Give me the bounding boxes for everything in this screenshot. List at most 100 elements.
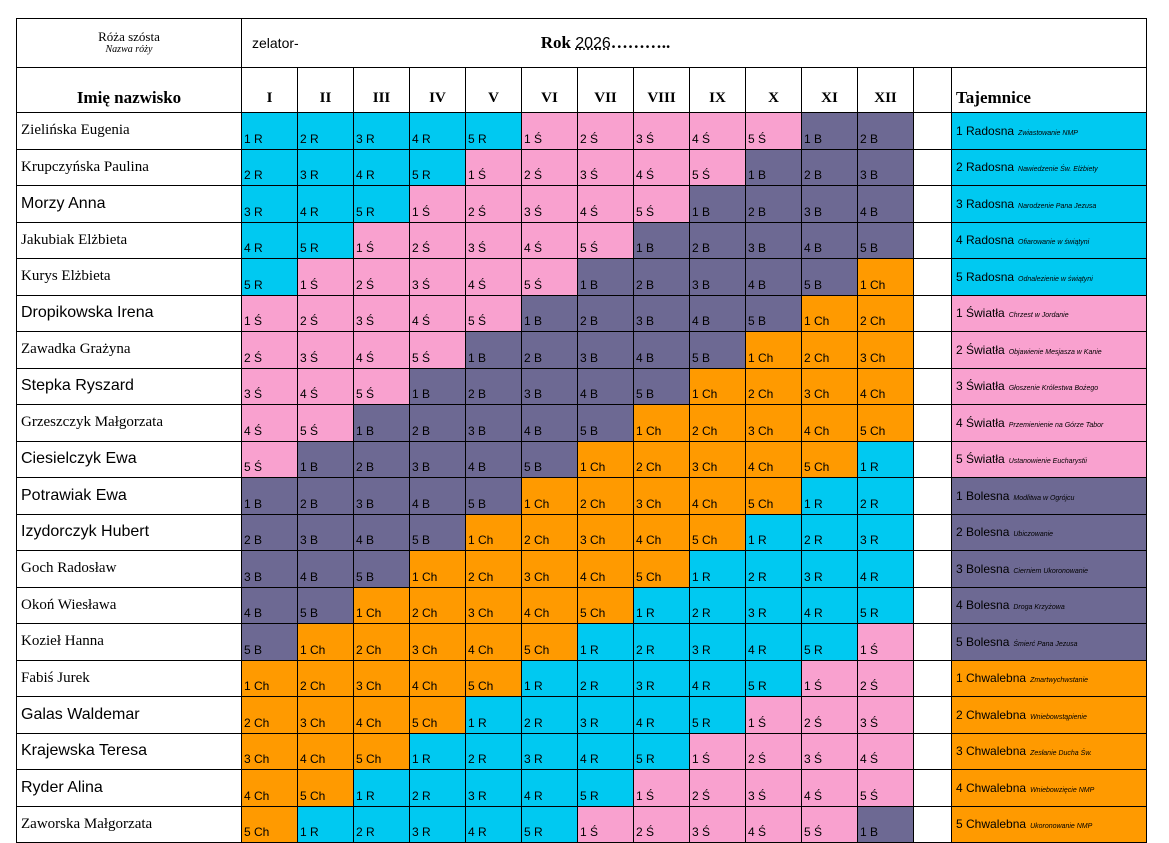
mystery-assignment-cell: 3 Ś	[521, 185, 578, 223]
mystery-assignment-cell: 4 R	[465, 805, 522, 843]
mystery-assignment-cell: 4 B	[465, 440, 522, 478]
mystery-assignment-cell: 1 Ch	[297, 623, 354, 661]
mystery-assignment-cell: 3 Ch	[409, 623, 466, 661]
mystery-assignment-cell: 2 Ch	[241, 696, 298, 734]
mystery-assignment-cell: 1 Ś	[521, 112, 578, 150]
mystery-legend-item: 1 Radosna Zwiastowanie NMP	[951, 112, 1147, 150]
mystery-assignment-cell: 3 Ch	[633, 477, 690, 515]
mystery-assignment-cell: 3 Ś	[801, 732, 858, 770]
mystery-assignment-cell: 4 B	[801, 221, 858, 259]
member-name: Krajewska Teresa	[16, 732, 242, 770]
mystery-assignment-cell: 1 Ch	[353, 586, 410, 624]
mystery-group-label: 3 Światła	[956, 379, 1005, 394]
mystery-assignment-cell: 4 Ś	[465, 258, 522, 296]
month-header-8: VIII	[633, 67, 690, 113]
mystery-detail-label: Modlitwa w Ogrójcu	[1013, 494, 1075, 502]
mystery-detail-label: Objawienie Mesjasza w Kanie	[1008, 348, 1102, 356]
mystery-assignment-cell: 3 Ch	[577, 513, 634, 551]
mystery-assignment-cell: 4 B	[353, 513, 410, 551]
mystery-assignment-cell: 4 B	[297, 550, 354, 588]
mystery-group-label: 1 Światła	[956, 306, 1005, 321]
mystery-assignment-cell: 1 Ch	[241, 659, 298, 697]
month-header-7: VII	[577, 67, 634, 113]
mystery-legend-item: 3 Radosna Narodzenie Pana Jezusa	[951, 185, 1147, 223]
mystery-assignment-cell: 1 Ś	[241, 294, 298, 332]
mystery-legend-item: 1 Chwalebna Zmartwychwstanie	[951, 659, 1147, 697]
mystery-group-label: 1 Bolesna	[956, 488, 1010, 503]
mystery-assignment-cell: 4 Ch	[857, 367, 914, 405]
year-dots: ………..	[610, 33, 671, 52]
mystery-assignment-cell: 1 R	[521, 659, 578, 697]
mystery-assignment-cell: 3 R	[577, 696, 634, 734]
mystery-assignment-cell: 4 Ś	[241, 404, 298, 442]
mystery-assignment-cell: 3 Ś	[241, 367, 298, 405]
mystery-assignment-cell: 5 B	[577, 404, 634, 442]
mystery-assignment-cell: 5 Ch	[745, 477, 802, 515]
mystery-assignment-cell: 1 Ś	[801, 659, 858, 697]
spacer-cell	[913, 112, 952, 150]
mystery-assignment-cell: 4 B	[409, 477, 466, 515]
mystery-assignment-cell: 1 R	[857, 440, 914, 478]
mystery-assignment-cell: 4 R	[745, 623, 802, 661]
mystery-assignment-cell: 3 R	[689, 623, 746, 661]
mystery-assignment-cell: 1 Ś	[633, 769, 690, 807]
mystery-assignment-cell: 1 Ś	[745, 696, 802, 734]
mystery-assignment-cell: 2 Ś	[689, 769, 746, 807]
mystery-assignment-cell: 5 R	[353, 185, 410, 223]
mystery-assignment-cell: 3 R	[409, 805, 466, 843]
spacer-cell	[913, 513, 952, 551]
mystery-assignment-cell: 1 Ch	[745, 331, 802, 369]
mystery-assignment-cell: 3 B	[241, 550, 298, 588]
mystery-legend-item: 3 Bolesna Cierniem Ukoronowanie	[951, 550, 1147, 588]
spacer-cell	[913, 805, 952, 843]
mystery-assignment-cell: 1 Ch	[689, 367, 746, 405]
mystery-assignment-cell: 1 B	[353, 404, 410, 442]
mystery-assignment-cell: 3 Ś	[409, 258, 466, 296]
mystery-detail-label: Droga Krzyżowa	[1013, 604, 1065, 612]
member-name: Goch Radosław	[16, 550, 242, 588]
mystery-assignment-cell: 2 Ch	[353, 623, 410, 661]
mystery-assignment-cell: 2 R	[409, 769, 466, 807]
mystery-assignment-cell: 1 Ś	[297, 258, 354, 296]
mystery-assignment-cell: 2 R	[577, 659, 634, 697]
mystery-assignment-cell: 4 Ch	[745, 440, 802, 478]
mystery-assignment-cell: 1 B	[857, 805, 914, 843]
mystery-assignment-cell: 5 Ch	[297, 769, 354, 807]
mystery-assignment-cell: 5 Ś	[745, 112, 802, 150]
member-name: Fabiś Jurek	[16, 659, 242, 697]
mystery-group-label: 2 Światła	[956, 342, 1005, 357]
mystery-assignment-cell: 3 B	[521, 367, 578, 405]
mystery-assignment-cell: 4 R	[241, 221, 298, 259]
mystery-assignment-cell: 1 Ch	[857, 258, 914, 296]
mystery-detail-label: Wniebowstąpienie	[1030, 713, 1087, 721]
mystery-assignment-cell: 5 Ch	[465, 659, 522, 697]
mystery-assignment-cell: 1 Ś	[353, 221, 410, 259]
mystery-assignment-cell: 5 B	[241, 623, 298, 661]
mystery-assignment-cell: 1 Ś	[577, 805, 634, 843]
mystery-assignment-cell: 3 Ś	[353, 294, 410, 332]
member-name: Izydorczyk Hubert	[16, 513, 242, 551]
mystery-assignment-cell: 3 Ś	[465, 221, 522, 259]
mystery-assignment-cell: 1 R	[689, 550, 746, 588]
spacer-cell	[913, 550, 952, 588]
member-name: Stepka Ryszard	[16, 367, 242, 405]
member-name: Potrawiak Ewa	[16, 477, 242, 515]
mystery-assignment-cell: 3 R	[745, 586, 802, 624]
mystery-assignment-cell: 3 B	[857, 148, 914, 186]
spacer-cell	[913, 294, 952, 332]
member-name: Zawadka Grażyna	[16, 331, 242, 369]
mystery-assignment-cell: 2 B	[465, 367, 522, 405]
mystery-assignment-cell: 2 Ś	[409, 221, 466, 259]
month-header-3: III	[353, 67, 410, 113]
mystery-assignment-cell: 2 B	[409, 404, 466, 442]
mystery-assignment-cell: 3 R	[297, 148, 354, 186]
mystery-assignment-cell: 2 B	[801, 148, 858, 186]
mystery-assignment-cell: 5 R	[857, 586, 914, 624]
mystery-assignment-cell: 3 Ch	[745, 404, 802, 442]
mystery-group-label: 5 Chwalebna	[956, 817, 1027, 832]
mystery-assignment-cell: 2 Ch	[409, 586, 466, 624]
mystery-detail-label: Cierniem Ukoronowanie	[1013, 567, 1089, 575]
spacer-cell	[913, 148, 952, 186]
